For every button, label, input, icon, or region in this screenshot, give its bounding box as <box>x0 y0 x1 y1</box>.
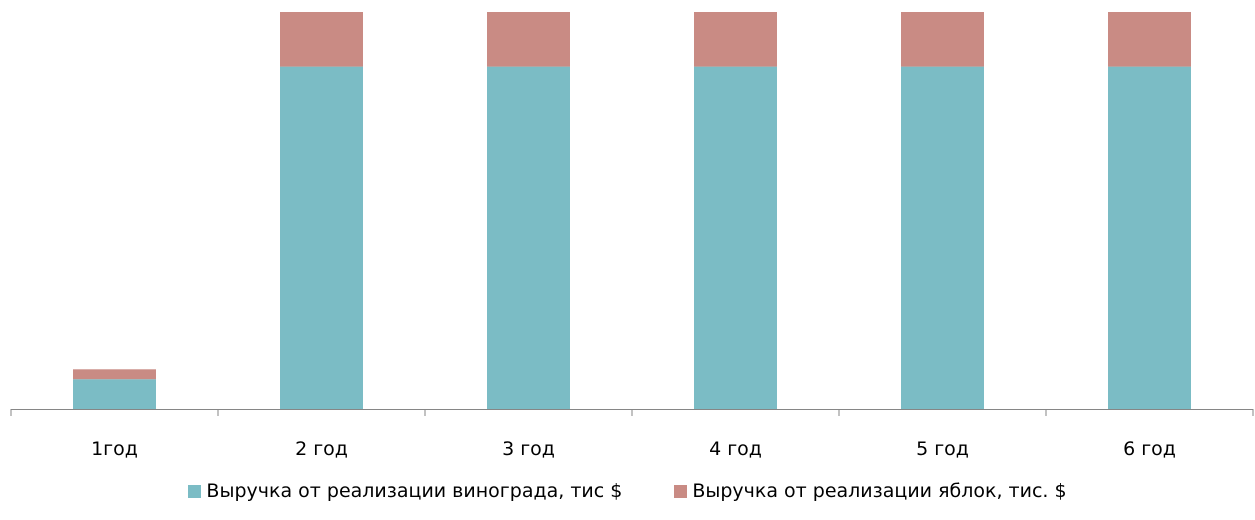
x-axis <box>10 409 1254 416</box>
bar-segment-grapes-4 <box>694 66 777 409</box>
bar-segment-apples-6 <box>1108 12 1191 67</box>
bar-segment-apples-1 <box>73 369 156 380</box>
legend-item-grapes: Выручка от реализации винограда, тис $ <box>188 480 622 502</box>
bar-segment-apples-5 <box>901 12 984 67</box>
legend-swatch-apples <box>674 484 688 498</box>
bar-segment-apples-2 <box>280 12 363 67</box>
x-tick-label-3: 3 год <box>502 438 555 460</box>
x-tick-label-2: 2 год <box>295 438 348 460</box>
bars-group <box>73 12 1191 409</box>
bar-segment-grapes-6 <box>1108 66 1191 409</box>
bar-segment-apples-4 <box>694 12 777 67</box>
legend-label-apples: Выручка от реализации яблок, тис. $ <box>692 480 1067 502</box>
bar-segment-grapes-5 <box>901 66 984 409</box>
bar-segment-grapes-1 <box>73 379 156 409</box>
x-tick-labels: 1год 2 год 3 год 4 год 5 год 6 год <box>91 438 1176 460</box>
x-tick-label-1: 1год <box>91 438 138 460</box>
x-tick-label-5: 5 год <box>916 438 969 460</box>
bar-segment-apples-3 <box>487 12 570 67</box>
x-tick-label-4: 4 год <box>709 438 762 460</box>
legend-label-grapes: Выручка от реализации винограда, тис $ <box>206 480 623 502</box>
bar-segment-grapes-2 <box>280 66 363 409</box>
legend-item-apples: Выручка от реализации яблок, тис. $ <box>674 480 1067 502</box>
bar-segment-grapes-3 <box>487 66 570 409</box>
legend-swatch-grapes <box>188 484 202 498</box>
x-tick-label-6: 6 год <box>1123 438 1176 460</box>
chart-area: 1год 2 год 3 год 4 год 5 год 6 год <box>10 12 1254 460</box>
legend: Выручка от реализации винограда, тис $ В… <box>0 480 1255 502</box>
